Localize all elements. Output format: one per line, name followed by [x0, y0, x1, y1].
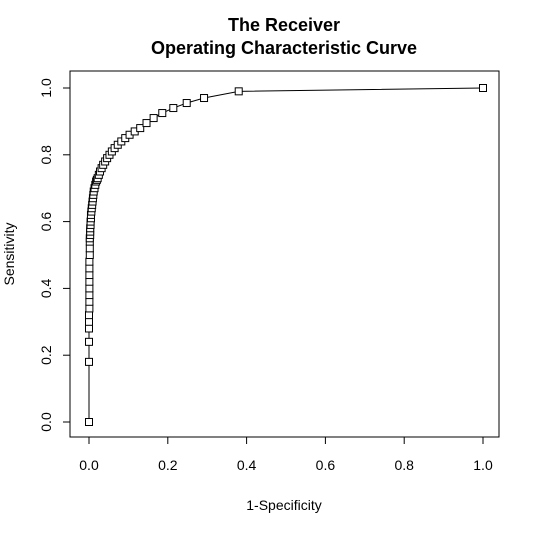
roc-point-marker: [169, 104, 178, 113]
y-tick-label: 0.2: [38, 345, 54, 365]
roc-point-marker: [85, 311, 93, 320]
x-tick-label: 0.0: [79, 457, 99, 473]
roc-point-marker: [149, 114, 158, 123]
chart-title-line-2: Operating Characteristic Curve: [151, 38, 417, 58]
roc-point-marker: [85, 244, 94, 253]
roc-point-marker: [85, 277, 94, 286]
roc-point-marker: [200, 94, 209, 103]
roc-point-marker: [136, 124, 145, 133]
x-tick-label: 0.6: [316, 457, 336, 473]
roc-point-marker: [85, 337, 93, 346]
x-axis: 0.0 0.2 0.4 0.6 0.8 1.0: [79, 437, 493, 473]
y-tick-label: 0.4: [38, 278, 54, 298]
y-tick-label: 0.8: [38, 145, 54, 165]
roc-point-marker: [85, 251, 94, 259]
y-tick-label: 0.0: [38, 412, 54, 432]
roc-point-marker: [85, 304, 94, 313]
roc-point-marker: [158, 109, 167, 118]
chart-title-line-1: The Receiver: [228, 15, 340, 35]
roc-point-marker: [85, 284, 94, 293]
x-tick-label: 0.2: [158, 457, 178, 473]
x-tick-label: 0.8: [394, 457, 414, 473]
y-axis-label: Sensitivity: [1, 222, 17, 285]
roc-point-marker: [142, 119, 151, 128]
plot-frame: [69, 70, 500, 438]
roc-point-marker: [234, 87, 243, 96]
y-tick-label: 0.6: [38, 212, 54, 232]
roc-point-marker: [85, 264, 94, 273]
roc-point-marker: [85, 271, 94, 280]
x-tick-label: 0.4: [237, 457, 257, 473]
roc-point-marker: [85, 357, 93, 366]
roc-point-marker: [479, 84, 487, 92]
y-axis: 0.0 0.2 0.4 0.6 0.8 1.0: [38, 78, 70, 432]
x-tick-label: 1.0: [473, 457, 493, 473]
roc-series: [85, 84, 487, 426]
roc-point-marker: [85, 317, 93, 326]
x-axis-label: 1-Specificity: [246, 497, 321, 513]
roc-point-marker: [85, 297, 94, 306]
roc-point-marker: [85, 291, 94, 300]
roc-point-marker: [85, 418, 93, 426]
roc-point-marker: [85, 257, 94, 266]
y-tick-label: 1.0: [38, 78, 54, 98]
roc-point-marker: [85, 324, 93, 333]
roc-point-marker: [182, 99, 191, 108]
